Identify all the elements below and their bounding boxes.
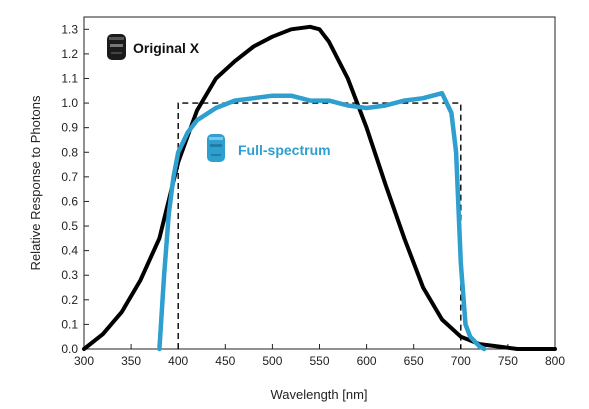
x-tick-label: 800 (545, 354, 565, 368)
x-tick-label: 500 (262, 354, 282, 368)
full-spectrum-line (157, 90, 487, 352)
x-tick-label: 400 (168, 354, 188, 368)
sensor-device-icon-blue (207, 134, 225, 162)
axis-ticks: 300 350 400 450 500 550 600 650 700 750 800 0.0 0.1 0… (61, 22, 565, 368)
x-tick-label: 550 (309, 354, 329, 368)
y-tick-label: 0.8 (61, 145, 78, 159)
x-tick-label: 750 (498, 354, 518, 368)
x-tick-label: 600 (357, 354, 377, 368)
legend-original-x: Original X (107, 34, 200, 60)
y-tick-label: 0.3 (61, 268, 78, 282)
legend-label-original-x: Original X (133, 40, 200, 56)
x-tick-label: 450 (215, 354, 235, 368)
x-axis-title: Wavelength [nm] (270, 387, 367, 402)
y-tick-label: 0.9 (61, 121, 78, 135)
y-tick-label: 0.7 (61, 170, 78, 184)
y-tick-label: 1.0 (61, 96, 78, 110)
y-tick-label: 0.2 (61, 293, 78, 307)
y-tick-label: 0.1 (61, 317, 78, 331)
y-tick-label: 1.1 (61, 71, 78, 85)
sensor-device-icon-dark (107, 34, 126, 60)
original-x-line (82, 24, 557, 351)
y-tick-label: 1.3 (61, 22, 78, 36)
x-tick-label: 300 (74, 354, 94, 368)
plot-frame (83, 16, 556, 350)
x-tick-label: 350 (121, 354, 141, 368)
y-tick-label: 0.5 (61, 219, 78, 233)
x-tick-label: 650 (404, 354, 424, 368)
x-tick-label: 700 (451, 354, 471, 368)
y-axis-title: Relative Response to Photons (28, 95, 43, 270)
legend-full-spectrum: Full-spectrum (207, 134, 331, 162)
y-tick-label: 0.6 (61, 194, 78, 208)
legend-label-full-spectrum: Full-spectrum (238, 142, 331, 158)
series-layer (82, 24, 557, 352)
y-tick-label: 0.4 (61, 244, 78, 258)
y-tick-label: 0.0 (61, 342, 78, 356)
y-tick-label: 1.2 (61, 47, 78, 61)
